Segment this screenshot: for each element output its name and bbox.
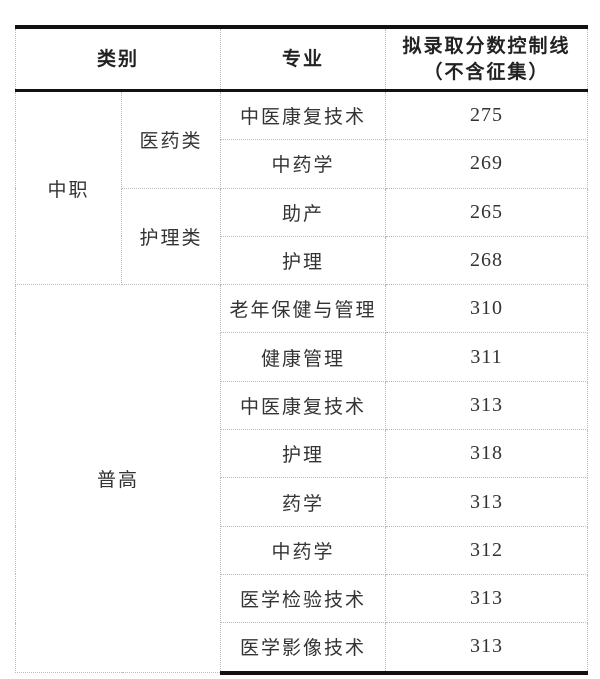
score-cell: 268 [385, 235, 589, 286]
table-row: 中药学 312 [16, 525, 589, 575]
score-cell: 310 [385, 284, 589, 334]
score-cell: 312 [385, 525, 589, 575]
table-row: 药学 313 [16, 477, 589, 527]
score-cell: 265 [385, 187, 589, 237]
major-cell: 护理 [220, 235, 387, 286]
table-row: 普高 老年保健与管理 310 [14, 284, 589, 674]
major-cell: 中医康复技术 [220, 89, 387, 141]
header-score-line1: 拟录取分数控制线 [402, 35, 571, 57]
major-cell: 医学检验技术 [220, 573, 387, 624]
subgroup-yiyao: 医药类 [120, 90, 222, 189]
header-row: 类别 专业 拟录取分数控制线 （不含征集） [14, 25, 589, 92]
major-cell: 中药学 [220, 525, 387, 575]
group-zhongzhi: 中职 [15, 89, 122, 286]
header-score: 拟录取分数控制线 （不含征集） [385, 25, 589, 92]
score-cell: 313 [385, 573, 589, 624]
score-cell: 311 [385, 332, 589, 382]
table-row: 中职 医药类 中医康复技术 275 [15, 89, 589, 286]
score-cell: 313 [385, 622, 589, 675]
table-row: 健康管理 311 [16, 332, 589, 382]
header-major: 专业 [220, 25, 387, 92]
score-cell: 313 [385, 380, 589, 431]
subgroup-huli: 护理类 [120, 187, 222, 286]
table-row: 护理 268 [16, 235, 589, 286]
major-cell: 中药学 [220, 139, 387, 189]
table-row: 护理类 助产 265 [16, 187, 589, 286]
table-row: 医学检验技术 313 [16, 573, 589, 624]
major-cell: 药学 [220, 477, 387, 527]
table-row: 护理 318 [16, 429, 589, 479]
table-row: 中药学 269 [16, 139, 589, 189]
score-cell: 269 [385, 139, 589, 189]
major-cell: 健康管理 [220, 332, 387, 382]
major-cell: 护理 [220, 429, 387, 479]
score-cell: 318 [385, 429, 589, 479]
admission-score-table: 类别 专业 拟录取分数控制线 （不含征集） 中职 医药类 中医康复技术 275 中… [14, 25, 589, 675]
major-cell: 助产 [220, 187, 387, 237]
score-cell: 275 [385, 89, 589, 141]
major-cell: 医学影像技术 [220, 622, 387, 675]
major-cell: 中医康复技术 [220, 380, 387, 431]
header-score-line2: （不含征集） [423, 61, 550, 83]
major-cell: 老年保健与管理 [220, 284, 387, 334]
table-row: 医学影像技术 313 [16, 622, 589, 675]
group-putong: 普高 [14, 284, 222, 674]
score-cell: 313 [385, 477, 589, 527]
table-row: 中医康复技术 313 [16, 380, 589, 431]
header-category: 类别 [14, 25, 222, 92]
